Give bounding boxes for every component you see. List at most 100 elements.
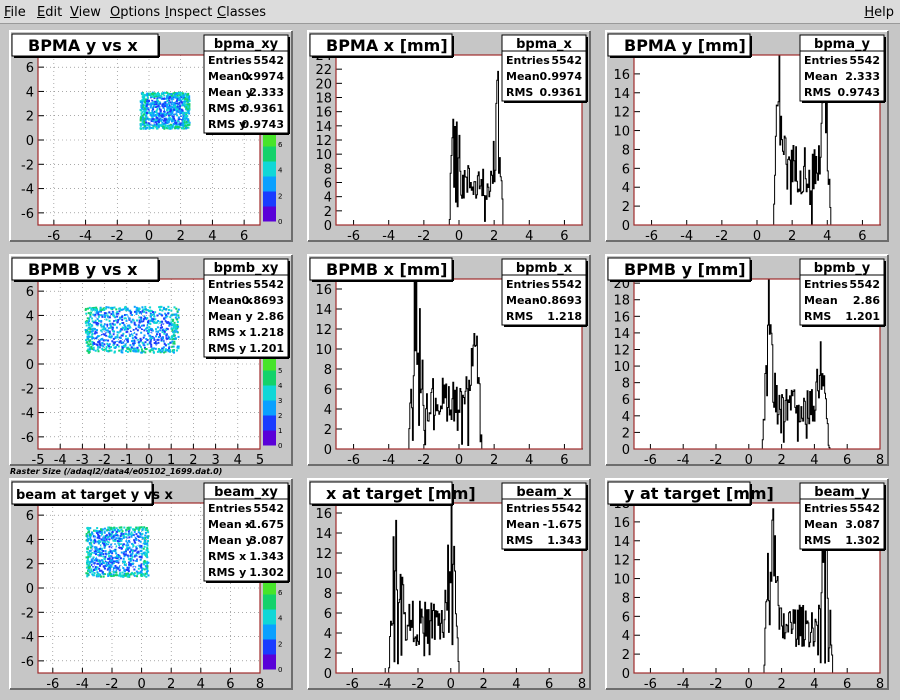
- heatmap-cell: [136, 329, 139, 332]
- y-tick-label: -4: [21, 407, 34, 422]
- heatmap-cell: [125, 326, 128, 329]
- heatmap-cell: [142, 342, 145, 345]
- heatmap-cell: [135, 350, 138, 353]
- heatmap-cell: [112, 337, 115, 340]
- heatmap-cell: [161, 326, 164, 329]
- heatmap-cell: [185, 122, 188, 125]
- heatmap-cell: [153, 118, 156, 121]
- heatmap-cell: [184, 105, 187, 108]
- menu-edit[interactable]: Edit: [37, 5, 62, 20]
- plot-title-box: x at target [mm]: [309, 481, 476, 506]
- heatmap-cell: [107, 526, 110, 529]
- stats-label: RMS: [804, 86, 831, 99]
- stats-box-name: bpma_x: [516, 37, 572, 52]
- heatmap-cell: [138, 562, 141, 565]
- menu-view[interactable]: View: [70, 5, 101, 20]
- x-tick-label: -6: [346, 677, 359, 692]
- heatmap-cell: [121, 574, 124, 577]
- heatmap-cell: [111, 546, 114, 549]
- heatmap-cell: [142, 537, 145, 540]
- y-tick-label: 16: [613, 68, 630, 83]
- heatmap-cell: [102, 332, 105, 335]
- heatmap-cell: [167, 305, 170, 308]
- heatmap-cell: [188, 104, 191, 107]
- heatmap-cell: [164, 349, 167, 352]
- heatmap-cell: [137, 550, 140, 553]
- heatmap-cell: [142, 544, 145, 547]
- heatmap-cell: [96, 348, 99, 351]
- heatmap-cell: [160, 92, 163, 95]
- plot-pad-beam_y[interactable]: -6-4-202468024681012141618y at target [m…: [605, 478, 889, 692]
- menu-help[interactable]: Help: [864, 5, 894, 20]
- heatmap-cell: [121, 345, 124, 348]
- heatmap-cell: [148, 349, 151, 352]
- heatmap-cell: [88, 563, 91, 566]
- heatmap-cell: [145, 567, 148, 570]
- heatmap-cell: [117, 537, 120, 540]
- heatmap-cell: [129, 338, 132, 341]
- heatmap-cell: [87, 551, 90, 554]
- menu-classes[interactable]: Classes: [217, 5, 266, 20]
- heatmap-cell: [92, 310, 95, 313]
- heatmap-cell: [167, 121, 170, 124]
- heatmap-cell: [171, 327, 174, 330]
- heatmap-cell: [159, 324, 162, 327]
- heatmap-cell: [95, 329, 98, 332]
- heatmap-cell: [128, 327, 131, 330]
- heatmap-cell: [133, 341, 136, 344]
- heatmap-cell: [113, 350, 116, 353]
- heatmap-cell: [98, 538, 101, 541]
- heatmap-cell: [144, 110, 147, 113]
- x-tick-label: 6: [240, 229, 248, 244]
- heatmap-cell: [116, 343, 119, 346]
- heatmap-cell: [163, 91, 166, 94]
- heatmap-cell: [141, 326, 144, 329]
- heatmap-cell: [172, 124, 175, 127]
- menu-options[interactable]: Options: [110, 5, 160, 20]
- heatmap-cell: [149, 320, 152, 323]
- heatmap-cell: [118, 539, 121, 542]
- heatmap-cell: [91, 561, 94, 564]
- heatmap-cell: [144, 542, 147, 545]
- heatmap-cell: [152, 111, 155, 114]
- heatmap-cell: [142, 336, 145, 339]
- y-tick-label: 0: [324, 667, 332, 682]
- heatmap-cell: [108, 571, 111, 574]
- heatmap-cell: [165, 334, 168, 337]
- heatmap-cell: [150, 102, 153, 105]
- heatmap-cell: [101, 571, 104, 574]
- y-tick-label: 4: [26, 533, 34, 548]
- heatmap-cell: [103, 333, 106, 336]
- palette-label: 3: [278, 397, 282, 405]
- heatmap-cell: [171, 109, 174, 112]
- heatmap-cell: [86, 307, 89, 310]
- heatmap-cell: [122, 332, 125, 335]
- heatmap-cell: [88, 533, 91, 536]
- heatmap-cell: [157, 110, 160, 113]
- heatmap-cell: [127, 311, 130, 314]
- heatmap-cell: [159, 329, 162, 332]
- heatmap-cell: [173, 91, 176, 94]
- menu-file[interactable]: File: [4, 5, 26, 20]
- heatmap-cell: [141, 92, 144, 95]
- heatmap-cell: [134, 543, 137, 546]
- heatmap-cell: [113, 321, 116, 324]
- heatmap-cell: [92, 544, 95, 547]
- heatmap-cell: [133, 540, 136, 543]
- palette-label: 2: [278, 640, 282, 648]
- menu-inspect[interactable]: Inspect: [165, 5, 212, 20]
- plot-pad-bpma_x[interactable]: -6-4-20246024681012141618202224BPMA x [m…: [307, 30, 591, 244]
- heatmap-cell: [151, 109, 154, 112]
- heatmap-cell: [142, 567, 145, 570]
- heatmap-cell: [152, 351, 155, 354]
- heatmap-cell: [86, 329, 89, 332]
- heatmap-cell: [129, 563, 132, 566]
- heatmap-cell: [120, 311, 123, 314]
